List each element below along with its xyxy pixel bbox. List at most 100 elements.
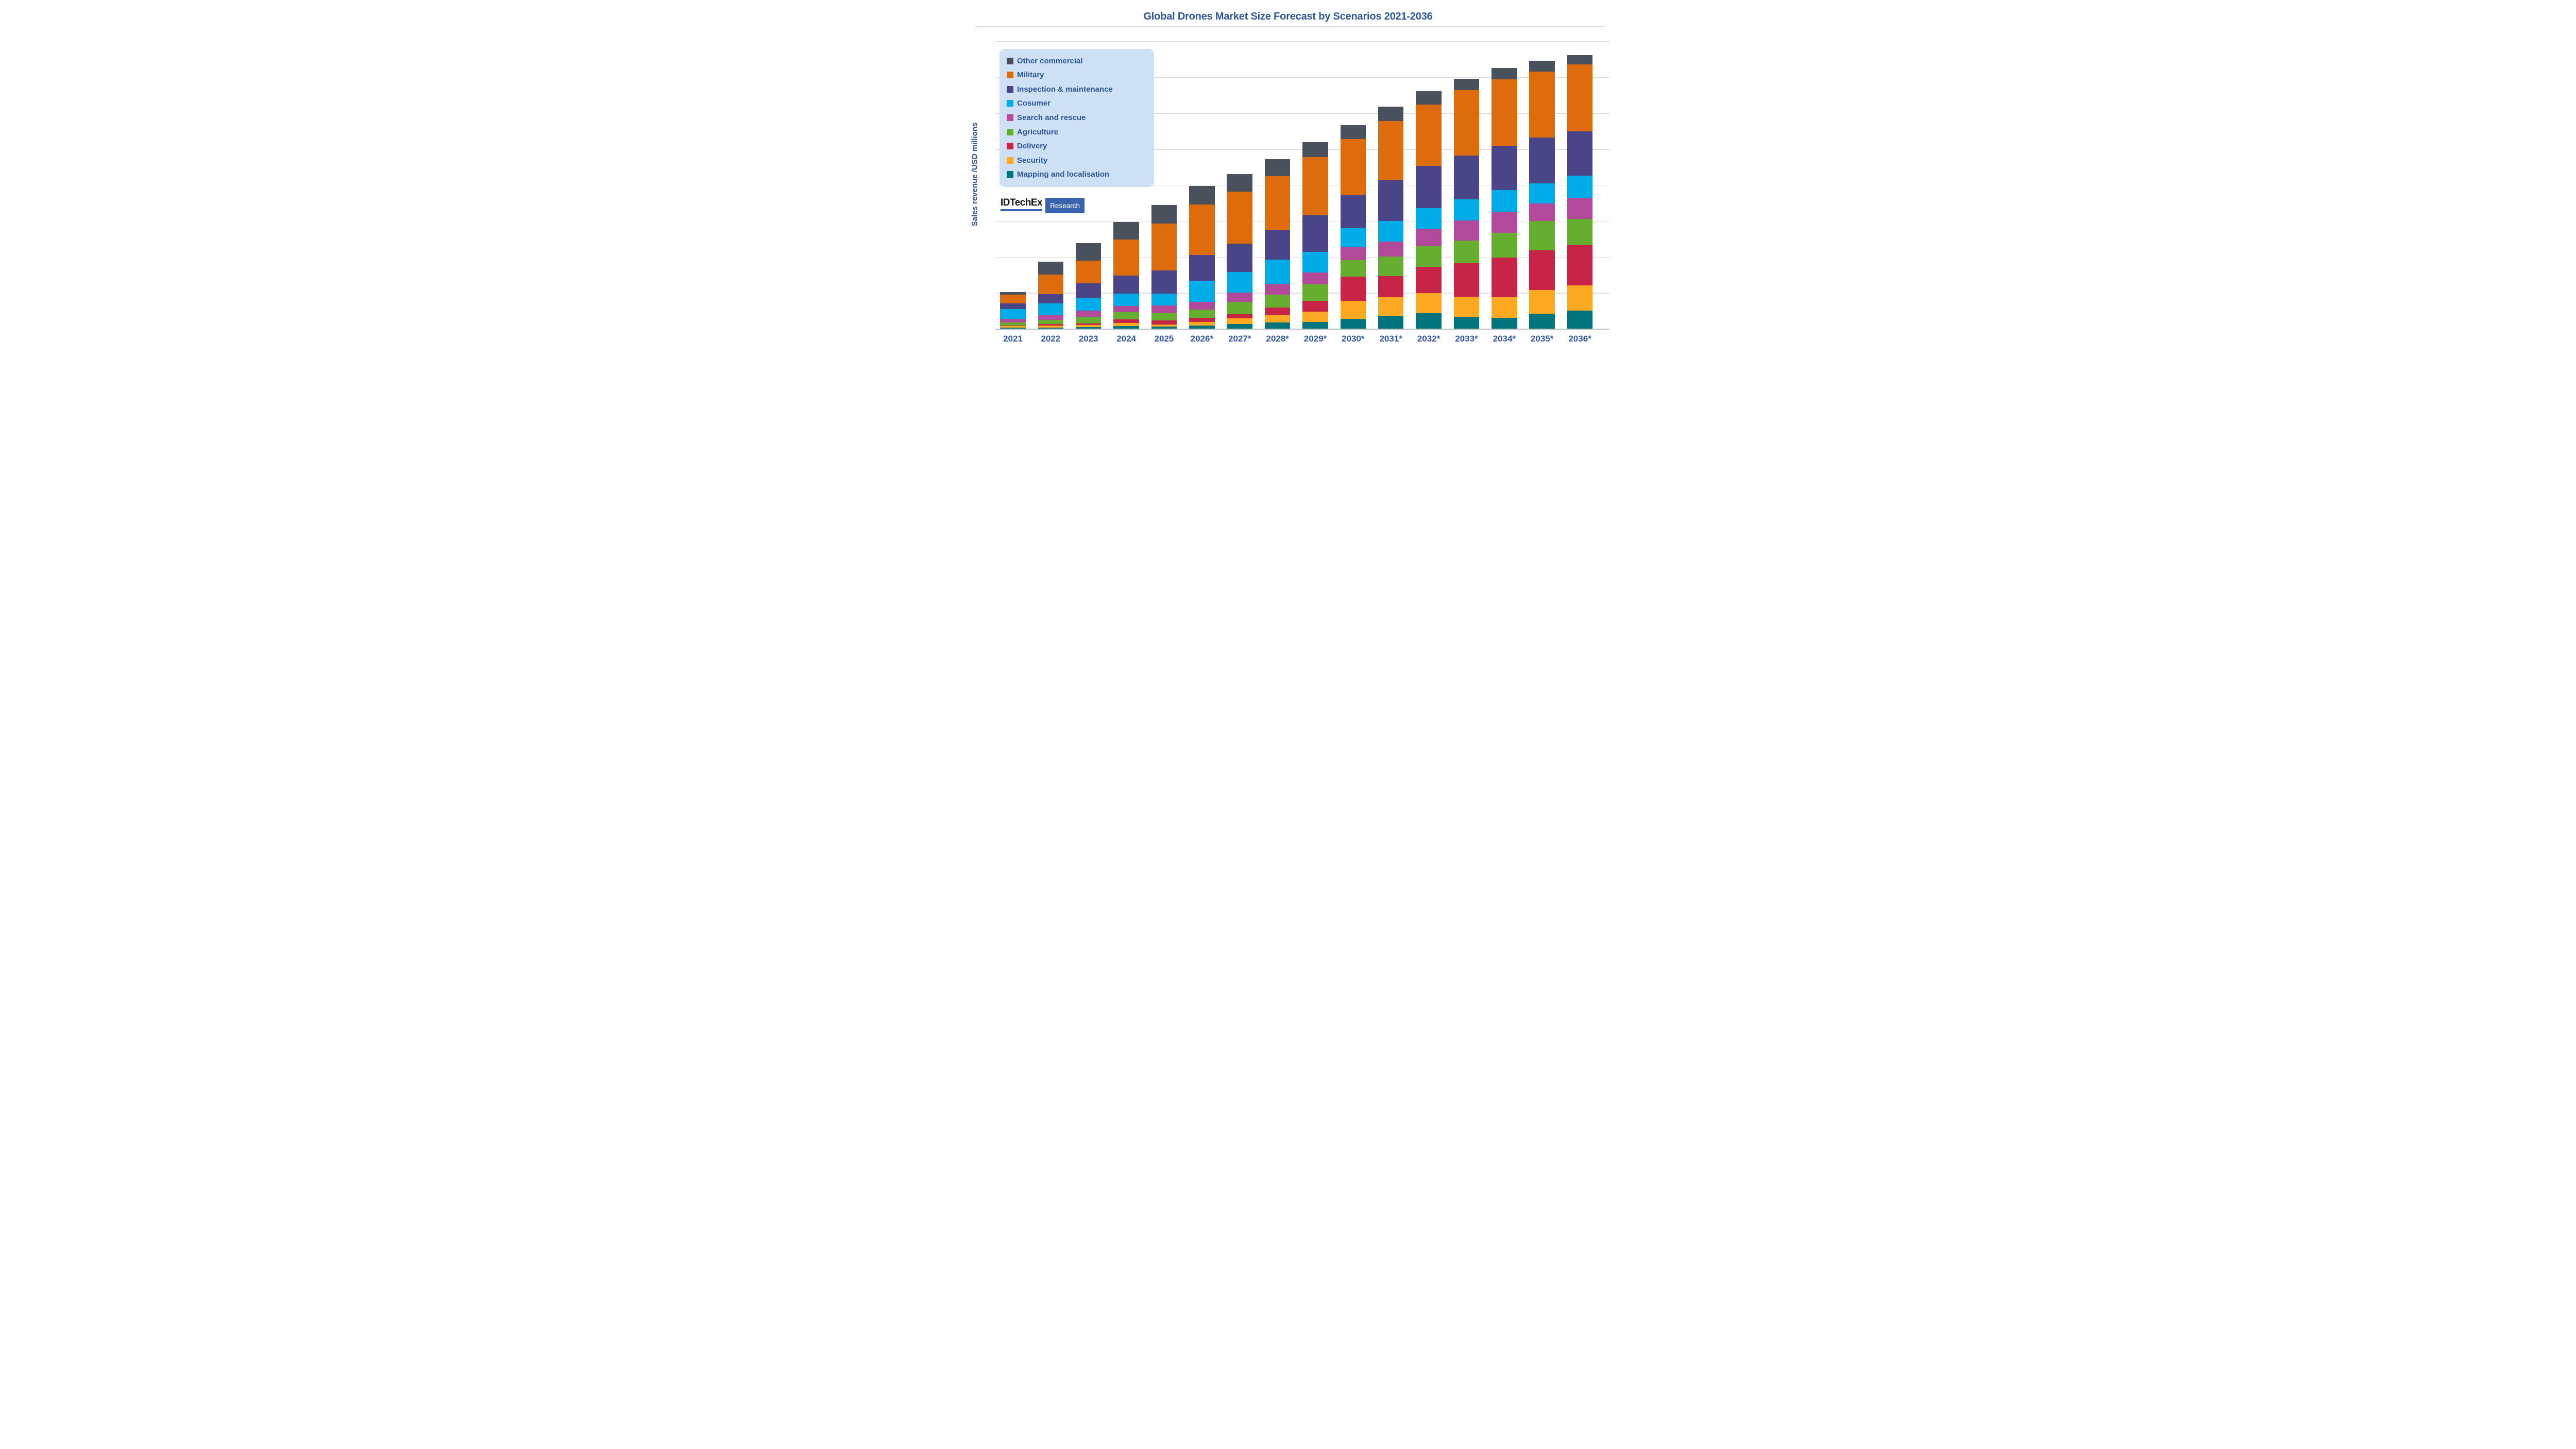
bar-segment-military [1075, 260, 1101, 283]
bar-segment-other-commercial [1302, 142, 1328, 158]
legend-swatch-icon [1007, 143, 1013, 150]
legend-item-cosumer: Cosumer [1007, 98, 1050, 109]
bar-segment-security [1340, 300, 1366, 319]
bar-segment-mapping-and-localisation [1151, 326, 1177, 329]
legend-swatch-icon [1007, 157, 1013, 164]
bar-2023 [1075, 0, 1101, 329]
bar-segment-cosumer [1529, 183, 1555, 203]
bar-segment-military [1378, 121, 1404, 180]
bar-segment-other-commercial [1567, 55, 1593, 64]
bar-segment-search-and-rescue [1189, 301, 1215, 310]
x-tick-label-2027: 2027* [1228, 334, 1251, 344]
bar-segment-military [1302, 157, 1328, 215]
bar-segment-search-and-rescue [1567, 197, 1593, 219]
legend-label: Inspection & maintenance [1017, 84, 1113, 94]
bar-segment-inspection-maintenance [1453, 156, 1480, 199]
bar-segment-security [1227, 318, 1252, 324]
bar-segment-delivery [1302, 300, 1328, 312]
bar-segment-other-commercial [1227, 174, 1252, 192]
bar-segment-military [1038, 275, 1064, 294]
x-tick-label-2025: 2025 [1154, 334, 1174, 344]
bar-segment-delivery [1038, 323, 1064, 326]
gridline [995, 184, 1609, 186]
bar-segment-delivery [1075, 323, 1101, 326]
bar-segment-agriculture [1340, 260, 1366, 277]
bar-segment-cosumer [1340, 228, 1366, 247]
x-tick-label-2021: 2021 [1003, 334, 1023, 344]
legend-item-agriculture: Agriculture [1007, 126, 1058, 138]
bar-segment-delivery [1227, 314, 1252, 318]
bar-segment-mapping-and-localisation [1113, 326, 1139, 329]
bar-segment-inspection-maintenance [1227, 244, 1252, 272]
legend-label: Delivery [1017, 142, 1047, 151]
legend-box: Other commercial Military Inspection & mai… [999, 49, 1154, 187]
bar-segment-other-commercial [1529, 60, 1555, 72]
legend-label: Other commercial [1017, 56, 1083, 65]
bar-segment-agriculture [1227, 302, 1252, 314]
bar-segment-other-commercial [1113, 222, 1139, 240]
bar-segment-agriculture [1302, 284, 1328, 301]
brand-logo-badge: Research [1045, 198, 1084, 213]
bar-segment-mapping-and-localisation [1378, 316, 1404, 329]
bar-segment-inspection-maintenance [1529, 138, 1555, 183]
bar-segment-inspection-maintenance [1492, 145, 1517, 190]
bar-segment-military [1000, 294, 1026, 303]
bar-segment-military [1567, 64, 1593, 131]
bar-segment-agriculture [1378, 256, 1404, 276]
gridline [995, 77, 1609, 78]
chart-canvas: Global Drones Market Size Forecast by Sc… [966, 0, 1610, 362]
bar-2035 [1529, 0, 1555, 329]
bar-segment-delivery [1492, 258, 1517, 298]
x-tick-label-2022: 2022 [1041, 334, 1061, 344]
legend-item-delivery: Delivery [1007, 141, 1047, 152]
legend-swatch-icon [1007, 57, 1013, 64]
bar-2033 [1453, 0, 1480, 329]
legend-item-security: Security [1007, 155, 1047, 166]
bar-segment-inspection-maintenance [1378, 180, 1404, 221]
bar-2026 [1189, 0, 1215, 329]
bar-segment-search-and-rescue [1302, 272, 1328, 285]
bar-segment-delivery [1340, 277, 1366, 301]
bar-segment-agriculture [1189, 310, 1215, 318]
bar-segment-delivery [1529, 250, 1555, 290]
bar-segment-mapping-and-localisation [1492, 317, 1517, 329]
bar-segment-search-and-rescue [1151, 305, 1177, 313]
bar-segment-cosumer [1189, 280, 1215, 302]
bar-2022 [1038, 0, 1064, 329]
bar-segment-cosumer [1416, 208, 1442, 229]
bar-segment-agriculture [1113, 312, 1139, 319]
bar-segment-agriculture [1151, 313, 1177, 320]
x-axis-line [995, 329, 1609, 330]
bar-segment-security [1113, 323, 1139, 326]
bar-segment-military [1113, 239, 1139, 276]
bar-segment-delivery [1189, 317, 1215, 322]
bar-segment-military [1264, 176, 1291, 230]
x-tick-label-2035: 2035* [1530, 334, 1554, 344]
bar-segment-cosumer [1227, 272, 1252, 293]
bar-segment-agriculture [1492, 232, 1517, 258]
gridline [995, 149, 1609, 150]
bar-2028 [1264, 0, 1291, 329]
bar-segment-mapping-and-localisation [1189, 325, 1215, 329]
bar-2024 [1113, 0, 1139, 329]
bar-segment-military [1340, 139, 1366, 195]
bar-segment-delivery [1151, 320, 1177, 325]
bar-segment-security [1151, 324, 1177, 327]
bar-2032 [1416, 0, 1442, 329]
legend-item-military: Military [1007, 70, 1044, 81]
bar-segment-search-and-rescue [1378, 241, 1404, 257]
gridline [995, 257, 1609, 258]
bar-segment-delivery [1378, 276, 1404, 297]
brand-logo-text: IDTechEx [1001, 197, 1043, 208]
bar-segment-inspection-maintenance [1113, 276, 1139, 294]
legend-item-other-commercial: Other commercial [1007, 55, 1083, 66]
legend-swatch-icon [1007, 100, 1013, 107]
bar-segment-inspection-maintenance [1340, 194, 1366, 228]
bar-segment-security [1492, 297, 1517, 318]
bar-segment-cosumer [1492, 190, 1517, 212]
x-tick-label-2034: 2034* [1493, 334, 1516, 344]
bar-segment-delivery [1113, 319, 1139, 323]
bar-segment-other-commercial [1453, 78, 1480, 90]
gridline [995, 293, 1609, 294]
bar-segment-mapping-and-localisation [1529, 313, 1555, 329]
